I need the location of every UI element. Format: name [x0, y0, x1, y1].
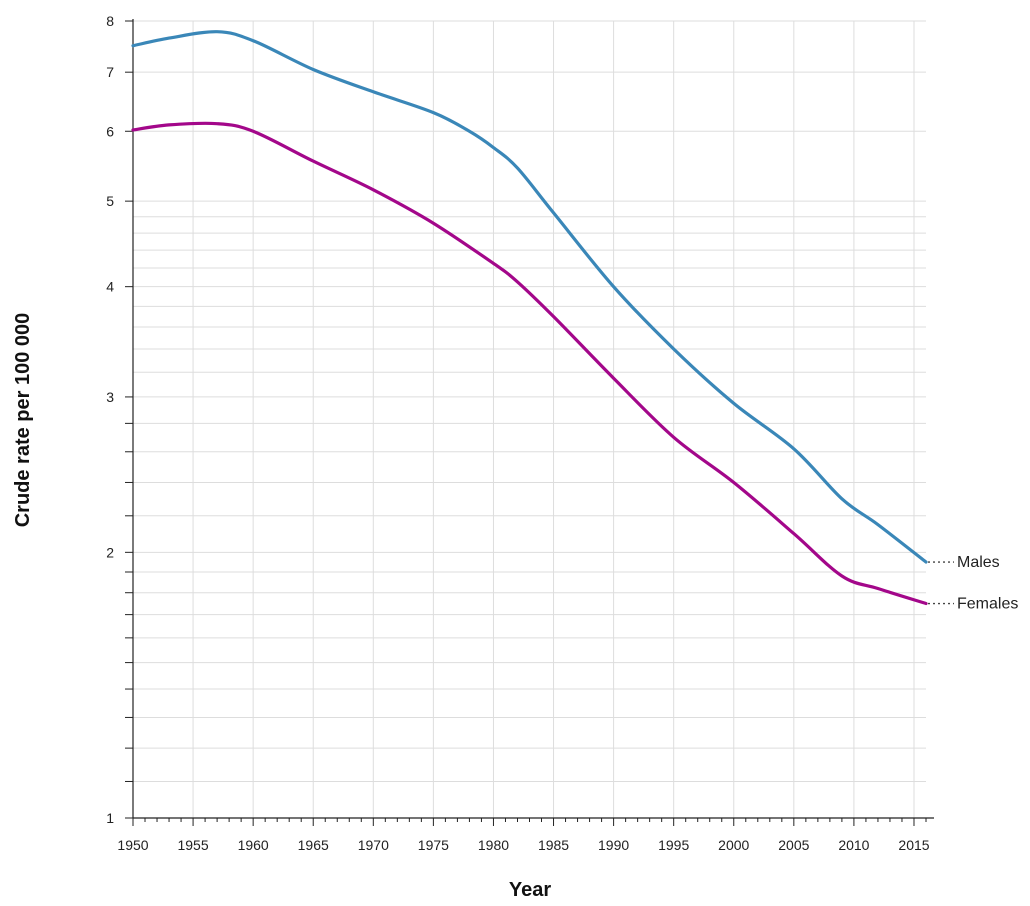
y-tick-labels: 1 2 3 4 5 6 7 8 [106, 13, 114, 826]
y-tick-label: 3 [106, 389, 114, 405]
y-axis-title: Crude rate per 100 000 [12, 313, 34, 528]
series-labels: Males Females [928, 554, 1018, 613]
males-series-line [131, 30, 928, 564]
x-tick-label: 1950 [117, 837, 148, 853]
grid [132, 20, 926, 818]
x-tick-label: 1990 [598, 837, 629, 853]
series-lines [131, 30, 928, 606]
y-tick-label: 6 [106, 123, 114, 139]
y-tick-label: 5 [106, 193, 114, 209]
x-tick-label: 1965 [298, 837, 329, 853]
x-tick-label: 1980 [478, 837, 509, 853]
axes [125, 19, 934, 826]
y-tick-label: 4 [106, 279, 114, 295]
x-tick-labels: 1950 1955 1960 1965 1970 1975 1980 1985 1990 1995… [117, 837, 929, 853]
females-series-label: Females [957, 596, 1018, 613]
x-tick-label: 1985 [538, 837, 569, 853]
x-tick-label: 1975 [418, 837, 449, 853]
x-tick-label: 1955 [177, 837, 208, 853]
x-tick-label: 1970 [358, 837, 389, 853]
x-tick-label: 2005 [778, 837, 809, 853]
y-tick-label: 1 [106, 810, 114, 826]
x-tick-label: 2015 [898, 837, 929, 853]
x-tick-label: 2000 [718, 837, 749, 853]
females-series-line [131, 121, 928, 606]
x-tick-label: 2010 [838, 837, 869, 853]
y-tick-label: 8 [106, 13, 114, 29]
x-tick-label: 1995 [658, 837, 689, 853]
x-tick-label: 1960 [238, 837, 269, 853]
males-series-label: Males [957, 554, 1000, 571]
x-axis-title: Year [509, 879, 551, 901]
y-tick-label: 7 [106, 64, 114, 80]
y-tick-label: 2 [106, 544, 114, 560]
